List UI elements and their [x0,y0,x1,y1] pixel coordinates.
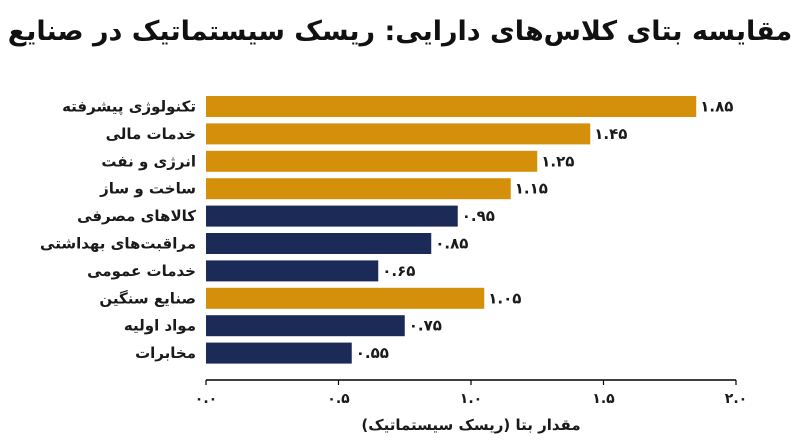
bar-5 [206,233,432,254]
bar-8 [206,315,405,337]
bar-2 [206,150,538,172]
bar-7 [206,287,485,309]
bar-9 [206,342,352,364]
value-label-8: ۰.۷۵ [409,317,442,335]
x-axis-title: مقدار بتا (ریسک سیستماتیک) [361,416,580,434]
x-tick-label-2: ۱.۰ [460,391,482,407]
category-label-1: خدمات مالی [106,125,196,143]
bar-3 [206,178,511,200]
value-label-6: ۰.۶۵ [382,262,415,280]
value-label-4: ۰.۹۵ [462,207,495,225]
x-tick-label-3: ۱.۵ [592,391,615,407]
value-label-2: ۱.۲۵ [541,152,574,170]
value-label-7: ۱.۰۵ [488,289,521,307]
bar-0 [206,96,697,117]
category-labels: تکنولوژی پیشرفته خدمات مالی انرژی و نفت ساخ… [40,98,196,363]
x-tick-label-0: ۰.۰ [195,391,217,407]
category-label-0: تکنولوژی پیشرفته [62,98,196,117]
x-tick-label-1: ۰.۵ [327,391,350,407]
value-label-5: ۰.۸۵ [435,235,468,253]
value-labels: ۱.۸۵ ۱.۴۵ ۱.۲۵ ۱.۱۵ ۰.۹۵ ۰.۸۵ ۰.۶۵ ۱.۰۵ ۰.۷۵ ۰.۵۵ [356,98,734,363]
category-label-6: خدمات عمومی [87,262,196,280]
bar-1 [206,123,591,145]
category-label-3: ساخت و ساز [99,180,196,198]
value-label-0: ۱.۸۵ [700,98,733,116]
chart-title: مقایسه بتای کلاس‌های دارایی: ریسک سیستما… [7,16,793,47]
category-label-7: صنایع سنگین [99,289,196,307]
x-tick-label-4: ۲.۰ [725,391,747,407]
category-label-4: کالاهای مصرفی [77,207,196,225]
value-label-9: ۰.۵۵ [356,344,389,362]
category-label-2: انرژی و نفت [101,152,196,170]
category-label-8: مواد اولیه [124,317,196,335]
value-label-1: ۱.۴۵ [594,125,627,143]
bar-4 [206,205,458,227]
bars-group [206,96,697,364]
category-label-9: مخابرات [135,344,196,362]
bar-6 [206,260,379,282]
category-label-5: مراقبت‌های بهداشتی [40,235,196,253]
x-ticks: ۰.۰ ۰.۵ ۱.۰ ۱.۵ ۲.۰ [195,380,747,407]
value-label-3: ۱.۱۵ [515,180,548,198]
